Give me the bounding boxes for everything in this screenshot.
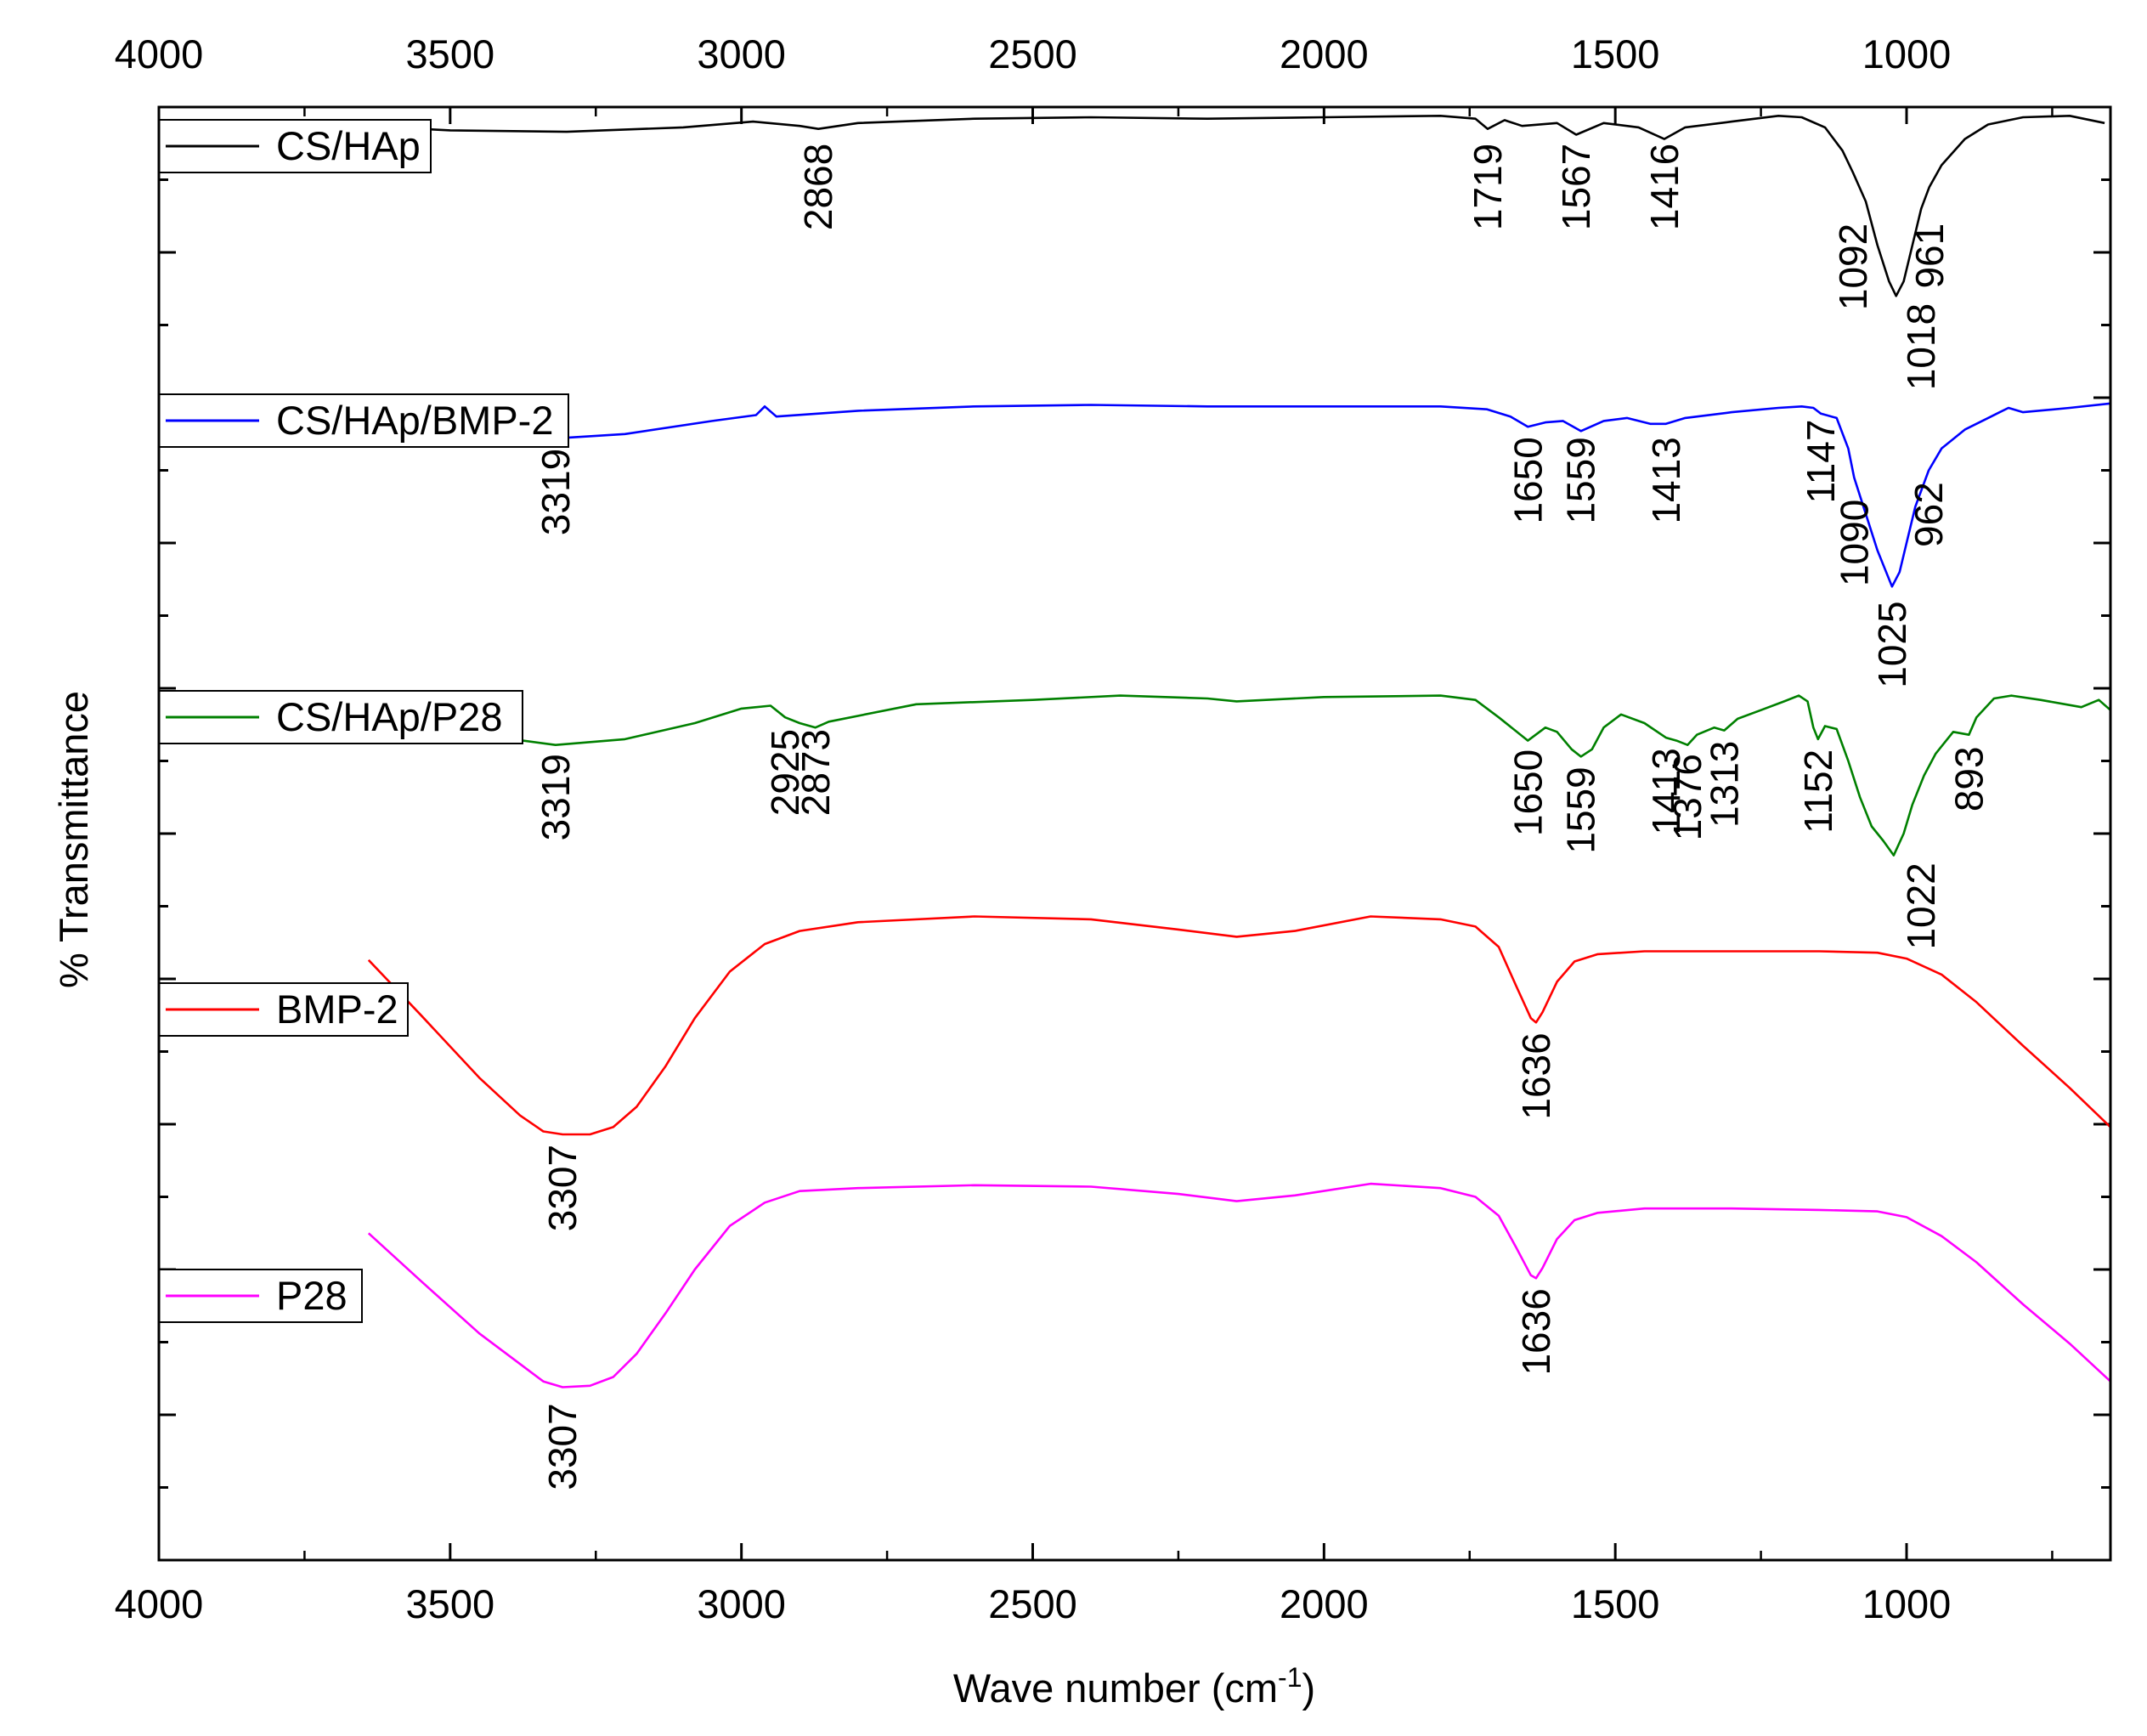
peak-label: 1018 xyxy=(1899,303,1943,390)
peak-label: 1152 xyxy=(1796,749,1840,834)
peak-label: 1025 xyxy=(1870,601,1914,687)
peak-label: 1567 xyxy=(1554,144,1598,230)
peak-label: 962 xyxy=(1907,482,1951,547)
y-axis-title: % Transmittance xyxy=(51,691,96,988)
x-tick-label-bottom: 1500 xyxy=(1571,1581,1660,1626)
x-tick-label-top: 4000 xyxy=(115,31,204,76)
series-line-p28 xyxy=(367,1182,2111,1388)
legend-entry: CS/HAp xyxy=(158,119,432,173)
x-tick-label-top: 2500 xyxy=(988,31,1077,76)
x-axis-title-close: ) xyxy=(1302,1665,1315,1711)
plot-frame xyxy=(157,105,2112,1562)
x-tick-label-top: 1500 xyxy=(1571,31,1660,76)
legend-label: CS/HAp xyxy=(276,123,421,168)
x-axis-title-main: Wave number (cm xyxy=(953,1665,1278,1711)
series-line-bmp-2 xyxy=(367,915,2111,1136)
x-tick-label-bottom: 4000 xyxy=(115,1581,204,1626)
peak-label: 1376 xyxy=(1665,754,1709,840)
peak-label: 1636 xyxy=(1514,1288,1558,1375)
legend-entry: BMP-2 xyxy=(158,982,409,1037)
x-tick-label-bottom: 2000 xyxy=(1280,1581,1369,1626)
peak-label: 1636 xyxy=(1514,1032,1558,1119)
peak-label: 3307 xyxy=(540,1403,585,1490)
x-tick-label-bottom: 3000 xyxy=(697,1581,786,1626)
x-tick-label-bottom: 3500 xyxy=(406,1581,495,1626)
peak-label: 1559 xyxy=(1559,766,1603,853)
legend-entry: CS/HAp/BMP-2 xyxy=(158,393,569,448)
peak-label: 1413 xyxy=(1644,437,1688,523)
peak-label: 1090 xyxy=(1832,500,1876,586)
peak-label: 1416 xyxy=(1642,144,1687,230)
peak-label: 893 xyxy=(1946,746,1991,811)
peak-label: 3307 xyxy=(540,1145,585,1231)
peak-label: 1022 xyxy=(1899,862,1943,949)
x-axis-title-superscript: -1 xyxy=(1278,1662,1302,1693)
peak-label: 1413 xyxy=(1644,748,1688,834)
peak-label: 1650 xyxy=(1506,749,1550,836)
x-tick-labels-bottom: 4000 3500 3000 2500 2000 1500 1000 xyxy=(115,1581,1952,1626)
x-tick-label-top: 1000 xyxy=(1862,31,1952,76)
x-tick-label-top: 2000 xyxy=(1280,31,1369,76)
series-lines xyxy=(362,115,2111,1388)
x-tick-label-top: 3500 xyxy=(406,31,495,76)
x-tick-labels-top: 4000 3500 3000 2500 2000 1500 1000 xyxy=(115,31,1952,76)
peak-label: 1719 xyxy=(1466,144,1510,230)
x-axis-title: Wave number (cm-1) xyxy=(953,1662,1315,1711)
legend-entry: P28 xyxy=(158,1269,363,1323)
series-line-cs-hap xyxy=(362,115,2105,297)
peak-label: 1313 xyxy=(1702,741,1746,828)
peak-label: 1559 xyxy=(1559,437,1603,523)
peak-label: 3319 xyxy=(534,449,578,535)
peak-label: 1147 xyxy=(1799,420,1843,504)
x-tick-label-bottom: 2500 xyxy=(988,1581,1077,1626)
peak-label: 2868 xyxy=(796,144,840,230)
legend: CS/HAp CS/HAp/BMP-2 CS/HAp/P28 BMP-2 P28 xyxy=(158,119,569,1323)
x-tick-label-bottom: 1000 xyxy=(1862,1581,1952,1626)
legend-label: BMP-2 xyxy=(276,987,398,1032)
peak-label: 1650 xyxy=(1506,437,1550,523)
series-line-cs-hap-bmp-2 xyxy=(438,402,2111,588)
series-line-cs-hap-p28 xyxy=(421,694,2111,857)
legend-label: CS/HAp/BMP-2 xyxy=(276,398,553,443)
x-tick-label-top: 3000 xyxy=(697,31,786,76)
legend-entry: CS/HAp/P28 xyxy=(158,690,523,744)
peak-label: 961 xyxy=(1907,223,1952,289)
peak-label: 3319 xyxy=(534,754,578,840)
peak-label: 1092 xyxy=(1831,223,1875,310)
peak-label: 2873 xyxy=(794,729,838,816)
peak-label: 2925 xyxy=(763,729,807,816)
legend-label: CS/HAp/P28 xyxy=(276,694,502,739)
legend-label: P28 xyxy=(276,1273,347,1318)
